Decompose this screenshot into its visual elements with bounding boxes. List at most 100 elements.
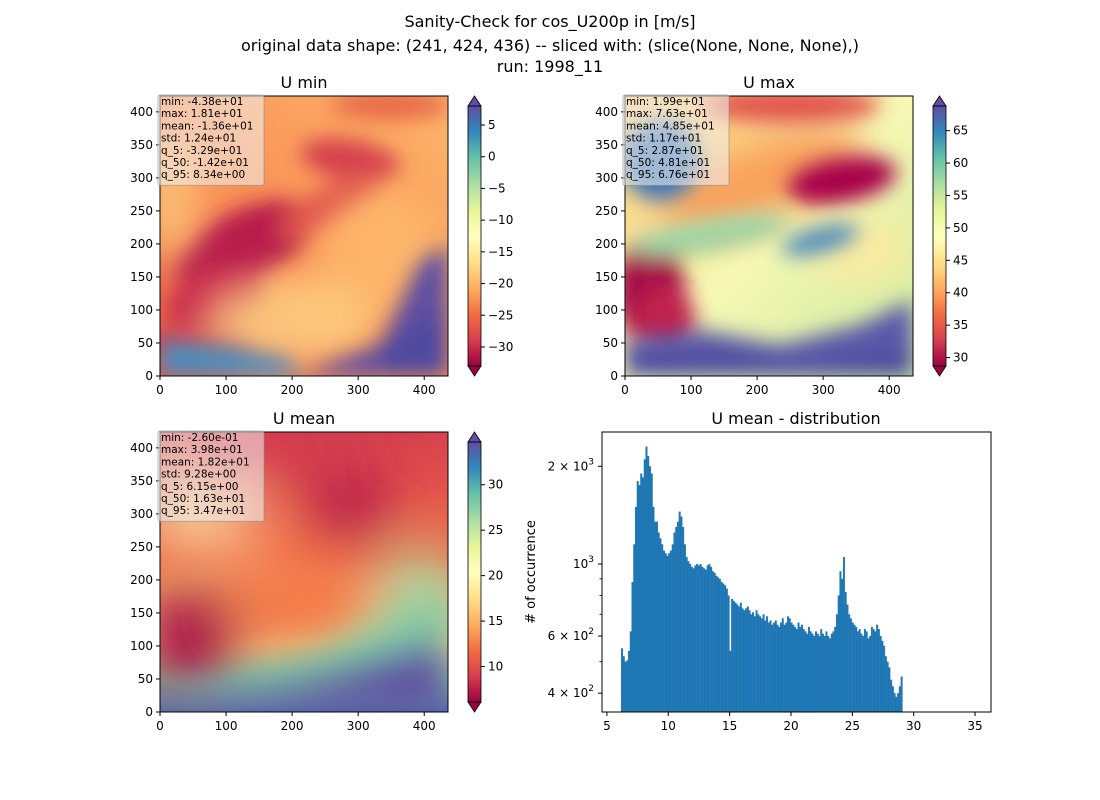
histogram-bar	[792, 624, 795, 712]
histogram-bar	[699, 563, 702, 712]
y-tick-label: 250	[130, 204, 153, 218]
histogram-bar	[802, 629, 805, 712]
histogram-bar	[895, 696, 898, 712]
u-min-x-ticks: 0 100 200 300 400	[156, 376, 436, 397]
y-tick-label: 150	[595, 270, 618, 284]
histogram-bar	[689, 563, 692, 712]
y-tick-label: 200	[130, 573, 153, 587]
histogram-bar	[727, 595, 730, 712]
panel-u-min: U min 0 100 200 300 400	[130, 73, 513, 397]
histogram-bar	[783, 624, 786, 712]
stats-line: mean: 1.82e+01	[161, 456, 250, 468]
x-tick-label: 400	[413, 719, 436, 733]
histogram-bar	[746, 606, 749, 712]
histogram-bar	[657, 532, 660, 712]
histogram-bar	[629, 631, 632, 712]
histogram-bar	[835, 614, 838, 712]
histogram-bar	[687, 561, 690, 712]
x-tick-label: 35	[967, 719, 982, 733]
histogram-y-ticks: 4 × 102 6 × 102 103 2 × 103	[548, 457, 602, 700]
histogram-bar	[628, 650, 631, 712]
stats-line: q_5: 2.87e+01	[626, 145, 703, 157]
colorbar-tick-label: −5	[488, 181, 506, 195]
x-tick-label: 300	[347, 383, 370, 397]
histogram-bar	[818, 636, 821, 712]
x-tick-label: 200	[281, 719, 304, 733]
histogram-bar	[877, 629, 880, 712]
u-mean-colorbar: 10 15 20 25 30	[467, 431, 503, 713]
histogram-bar	[776, 624, 779, 712]
histogram-bar	[788, 618, 791, 712]
histogram-bar	[778, 626, 781, 712]
histogram-bar	[867, 638, 870, 712]
histogram-bar	[860, 633, 863, 712]
colorbar-tick-label: 55	[953, 188, 968, 202]
stats-line: mean: 4.85e+01	[626, 120, 715, 132]
panel-u-mean: U mean 0 100 200 300 400 0 50 100 150 200 250 300 3…	[130, 409, 503, 733]
y-tick-label: 400	[130, 105, 153, 119]
histogram-bar	[893, 693, 896, 712]
histogram-bar	[661, 544, 664, 712]
histogram-bar	[841, 578, 844, 712]
histogram-bar	[790, 622, 793, 712]
histogram-bar	[643, 459, 646, 712]
histogram-bar	[682, 526, 685, 712]
u-mean-x-ticks: 0 100 200 300 400	[156, 712, 436, 733]
histogram-bar	[757, 614, 760, 712]
histogram-bar	[731, 599, 734, 712]
histogram-bar	[811, 633, 814, 712]
y-tick-label: 400	[130, 441, 153, 455]
histogram-bar	[780, 622, 783, 712]
histogram-bar	[828, 638, 831, 712]
x-tick-label: 0	[156, 383, 164, 397]
histogram-bar	[685, 557, 688, 712]
histogram-y-axis-label: # of occurrence	[524, 520, 539, 624]
y-tick-label: 200	[595, 237, 618, 251]
colorbar-tick-label: 65	[953, 124, 968, 138]
panel-u-mean-distribution: U mean - distribution 5 10 15 20 25 30 35 4 × …	[524, 409, 992, 733]
histogram-bar	[701, 566, 704, 712]
histogram-bar	[813, 636, 816, 712]
y-tick-label: 300	[595, 171, 618, 185]
histogram-x-ticks: 5 10 15 20 25 30 35	[603, 712, 983, 733]
stats-box-background	[157, 94, 265, 186]
colorbar-tick-label: 30	[488, 478, 503, 492]
stats-line: q_50: 4.81e+01	[626, 157, 710, 169]
histogram-bar	[666, 555, 669, 712]
panel-u-max-title: U max	[743, 73, 795, 92]
x-tick-label: 25	[845, 719, 860, 733]
colorbar-extend-max	[467, 431, 482, 443]
histogram-axes-frame	[601, 431, 992, 713]
histogram-bar	[654, 521, 657, 712]
histogram-bar	[874, 631, 877, 712]
histogram-bar	[718, 578, 721, 712]
y-tick-label: 100	[130, 303, 153, 317]
y-tick-label: 350	[130, 138, 153, 152]
colorbar-tick-label: 30	[953, 351, 968, 365]
figure-title-line-1: Sanity-Check for cos_U200p in [m/s]	[404, 12, 696, 31]
histogram-bar	[738, 606, 741, 712]
histogram-bar	[809, 631, 812, 712]
histogram-bar	[713, 572, 716, 712]
histogram-bar	[638, 485, 641, 712]
u-max-axes-frame	[624, 95, 914, 377]
histogram-bar	[622, 656, 625, 712]
histogram-bar	[736, 604, 739, 712]
histogram-bar	[715, 575, 718, 712]
histogram-bar	[795, 629, 798, 712]
stats-line: q_95: 3.47e+01	[161, 505, 245, 517]
histogram-bar	[879, 636, 882, 712]
histogram-bar	[806, 633, 809, 712]
histogram-bar	[676, 521, 679, 712]
histogram-bar	[753, 616, 756, 712]
histogram-bar	[884, 656, 887, 712]
histogram-bar	[671, 544, 674, 712]
u-mean-axes-frame	[159, 431, 449, 713]
stats-line: q_50: -1.42e+01	[161, 157, 249, 169]
histogram-bar	[734, 602, 737, 712]
histogram-bar	[890, 679, 893, 712]
